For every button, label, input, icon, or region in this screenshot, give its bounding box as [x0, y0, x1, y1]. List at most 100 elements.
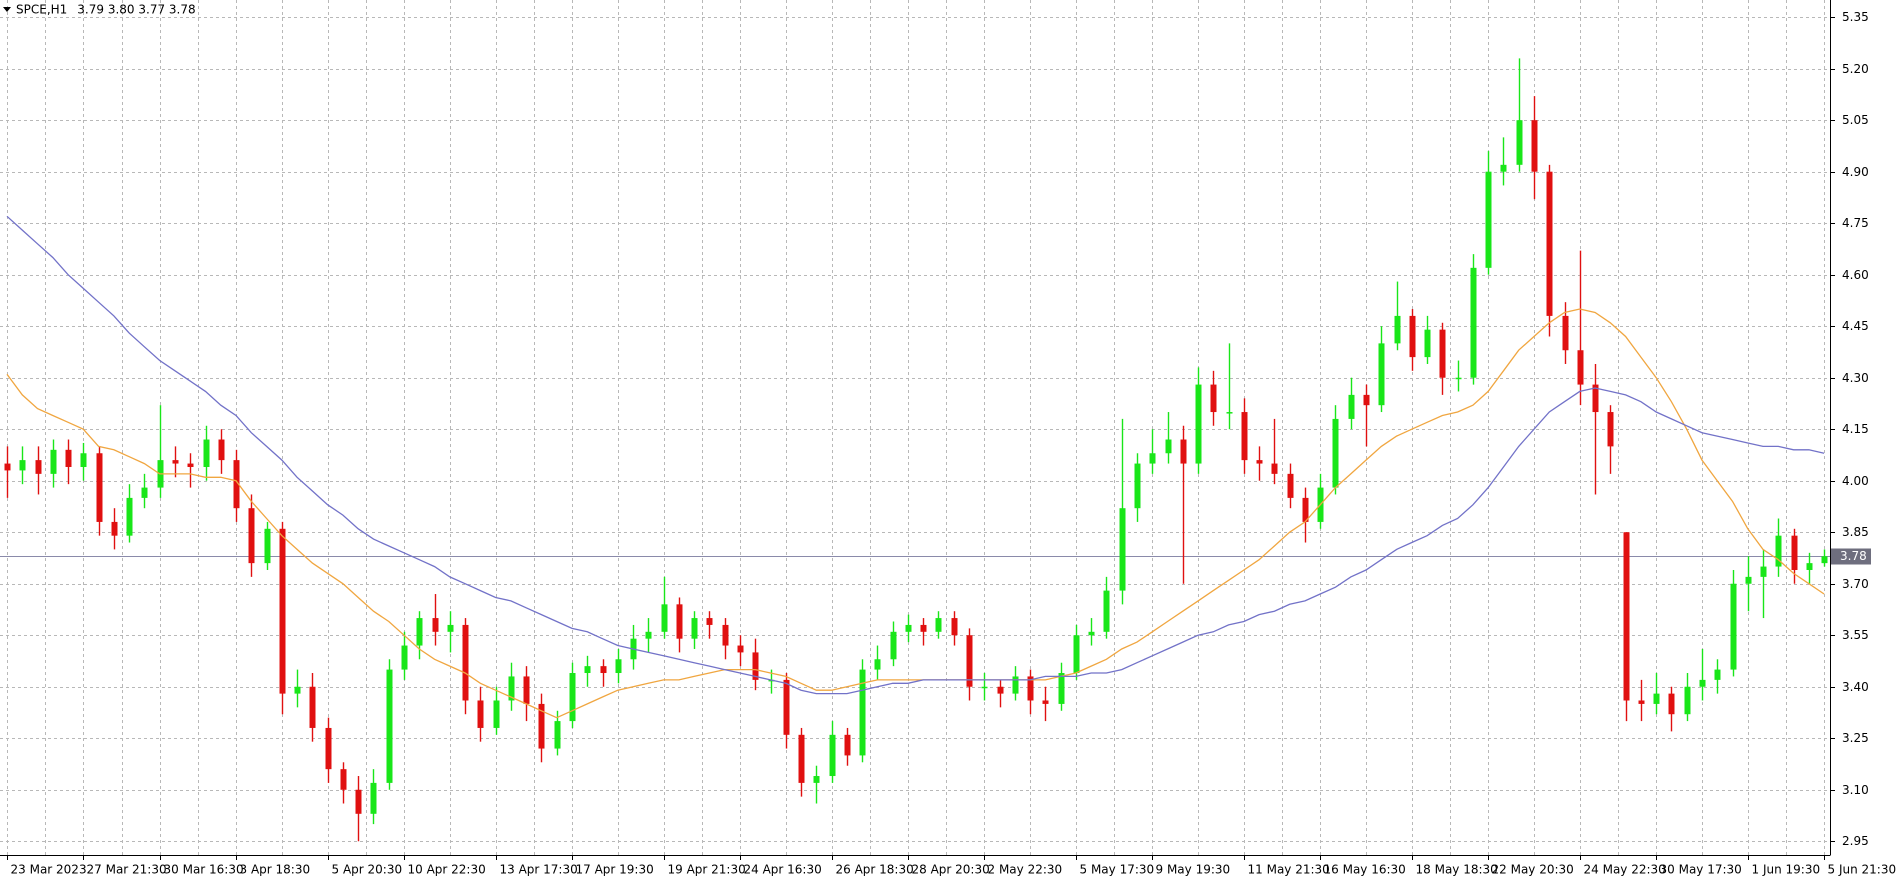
moving-average-line — [6, 215, 1825, 695]
y-tick-label: 4.15 — [1842, 422, 1869, 436]
candle-body — [1180, 439, 1187, 464]
candle-body — [1119, 508, 1126, 591]
candle-body — [1791, 535, 1798, 570]
candle-body — [1378, 343, 1385, 406]
axes: 2.95 3.10 3.25 3.40 3.55 3.70 3.85 4.00 4.15 4.30… — [7, 10, 1896, 877]
candle-body — [981, 686, 988, 689]
candle-body — [96, 453, 103, 522]
candle-body — [1821, 556, 1828, 564]
y-tick-label: 4.45 — [1842, 319, 1869, 333]
candle-body — [1088, 631, 1095, 636]
candle-body — [65, 449, 72, 467]
candle-body — [1363, 394, 1370, 406]
current-price-box — [1831, 548, 1871, 565]
candle-body — [1439, 329, 1446, 378]
candle-body — [1699, 679, 1706, 687]
candle-body — [111, 521, 118, 536]
candle-body — [233, 460, 240, 509]
candle-body — [1012, 676, 1019, 694]
candle-body — [1592, 384, 1599, 413]
candle-body — [4, 463, 11, 471]
candle-body — [462, 624, 469, 701]
candle-body — [1027, 676, 1034, 701]
candle-body — [752, 652, 759, 680]
candle-body — [1623, 532, 1630, 701]
candle-body — [355, 789, 362, 814]
y-tick-label: 3.40 — [1842, 680, 1869, 694]
candle-body — [1226, 412, 1233, 414]
candle-body — [1256, 460, 1263, 464]
candle-body — [1302, 497, 1309, 522]
candle-body — [1042, 700, 1049, 704]
x-tick-label: 18 May 18:30 — [1416, 863, 1498, 877]
candle-body — [951, 618, 958, 636]
candle-body — [386, 669, 393, 783]
candle-body — [325, 727, 332, 770]
candle-body — [1516, 120, 1523, 165]
candle-body — [584, 666, 591, 674]
candle-body — [80, 453, 87, 467]
candle-body — [264, 528, 271, 564]
candle-body — [1287, 473, 1294, 498]
candle-body — [966, 635, 973, 687]
candle-body — [1058, 673, 1065, 704]
y-tick-label: 3.25 — [1842, 731, 1869, 745]
candle-body — [1531, 120, 1538, 172]
candle-body — [1394, 315, 1401, 344]
x-tick-label: 22 May 20:30 — [1492, 863, 1574, 877]
y-tick-label: 5.05 — [1842, 113, 1869, 127]
candle-body — [798, 734, 805, 783]
candle-body — [523, 676, 530, 704]
candle-body — [19, 460, 26, 471]
candle-body — [737, 645, 744, 653]
symbol-title: SPCE,H1 — [16, 3, 67, 17]
candle-body — [1241, 412, 1248, 461]
x-tick-label: 5 May 17:30 — [1080, 863, 1155, 877]
x-tick-label: 1 Jun 19:30 — [1752, 863, 1821, 877]
y-tick-label: 3.10 — [1842, 783, 1869, 797]
candle-body — [1149, 453, 1156, 464]
collapse-icon — [3, 7, 11, 12]
candle-body — [615, 659, 622, 674]
x-tick-label: 26 Apr 18:30 — [836, 863, 914, 877]
candle-body — [569, 673, 576, 722]
y-tick-label: 4.00 — [1842, 474, 1869, 488]
candle-body — [1103, 590, 1110, 632]
candle-body — [1546, 171, 1553, 316]
plot — [0, 58, 1830, 842]
candle-body — [691, 618, 698, 639]
y-tick-label: 2.95 — [1842, 834, 1869, 848]
candle-body — [187, 463, 194, 467]
y-tick-label: 3.85 — [1842, 525, 1869, 539]
candle-body — [340, 769, 347, 790]
x-tick-label: 13 Apr 17:30 — [500, 863, 578, 877]
y-tick-label: 3.70 — [1842, 577, 1869, 591]
candle-body — [813, 776, 820, 783]
y-tick-label: 5.20 — [1842, 62, 1869, 76]
candle-body — [1210, 384, 1217, 413]
candle-body — [722, 624, 729, 646]
candle-body — [248, 508, 255, 564]
candle-body — [676, 604, 683, 639]
candle-body — [1134, 463, 1141, 509]
candle-body — [1806, 563, 1813, 570]
candle-body — [920, 624, 927, 632]
candle-body — [1730, 583, 1737, 670]
candle-body — [1409, 315, 1416, 358]
candle-body — [935, 618, 942, 632]
x-tick-label: 3 Apr 18:30 — [240, 863, 311, 877]
candle-body — [1455, 377, 1462, 380]
y-tick-label: 4.30 — [1842, 371, 1869, 385]
candle-body — [126, 497, 133, 536]
candle-body — [1073, 635, 1080, 674]
candle-body — [203, 439, 210, 467]
x-tick-label: 27 Mar 21:30 — [87, 863, 167, 877]
candle-body — [829, 734, 836, 777]
candle-body — [309, 686, 316, 728]
candle-body — [1745, 576, 1752, 584]
x-tick-label: 30 May 17:30 — [1660, 863, 1742, 877]
ohlc-readout: 3.79 3.80 3.77 3.78 — [77, 3, 195, 17]
x-tick-label: 9 May 19:30 — [1156, 863, 1231, 877]
candle-body — [432, 618, 439, 632]
